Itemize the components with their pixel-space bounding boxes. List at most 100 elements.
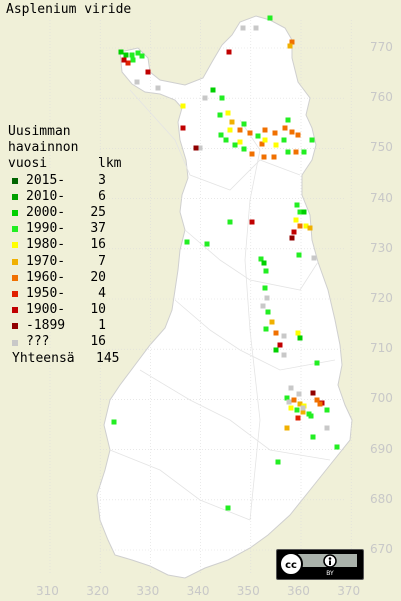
- observation-dot: [300, 405, 306, 411]
- observation-dot: [273, 347, 279, 353]
- observation-dot: [130, 57, 136, 63]
- observation-dot: [310, 390, 316, 396]
- finland-land: [96, 15, 353, 579]
- legend-header-line-3: vuosi: [8, 156, 48, 172]
- observation-dot: [309, 137, 315, 143]
- observation-dot: [295, 132, 301, 138]
- region-border: [109, 449, 251, 521]
- observation-dot: [262, 127, 268, 133]
- legend-item-count: 16: [90, 334, 106, 350]
- y-axis-label: 700: [370, 391, 393, 406]
- observation-dot: [264, 295, 270, 301]
- legend-item: 2015- 3: [8, 173, 121, 189]
- legend-item-label: 1990-: [26, 221, 66, 237]
- y-axis-label: 680: [370, 491, 393, 506]
- observation-dot: [295, 330, 301, 336]
- observation-dot: [237, 127, 243, 133]
- observation-dot: [210, 87, 216, 93]
- x-axis-label: 340: [186, 584, 210, 598]
- observation-dot: [217, 112, 223, 118]
- observation-dot: [180, 103, 186, 109]
- observation-dot: [291, 397, 297, 403]
- x-axis-label: 350: [236, 584, 260, 598]
- observation-dot: [223, 137, 229, 143]
- legend-item-count: 6: [98, 188, 106, 204]
- legend-item-label: ???: [26, 334, 50, 350]
- observation-dot: [145, 69, 151, 75]
- observation-dot: [314, 397, 320, 403]
- legend-item-label: 1900-: [26, 302, 66, 318]
- legend-swatch: [12, 291, 18, 298]
- observation-dot: [310, 434, 316, 440]
- legend-item: 1900- 10: [8, 302, 121, 318]
- legend-header: Uusimman havainnon vuosi lkm: [8, 124, 121, 173]
- y-axis-label: 740: [370, 190, 393, 205]
- observation-dot: [261, 154, 267, 160]
- legend-swatch: [12, 193, 18, 200]
- y-axis-label: 770: [370, 40, 393, 54]
- observation-dot: [287, 43, 293, 49]
- observation-dot: [288, 385, 294, 391]
- observation-dots: [111, 15, 340, 511]
- legend-item-label: 2000-: [26, 204, 66, 220]
- observation-dot: [237, 139, 243, 145]
- observation-dot: [317, 401, 323, 407]
- y-axis-label: 720: [370, 291, 393, 305]
- observation-dot: [258, 256, 264, 262]
- observation-dot: [273, 142, 279, 148]
- observation-dot: [324, 425, 330, 431]
- legend-header-line-1: Uusimman: [8, 124, 71, 139]
- observation-dot: [272, 130, 278, 136]
- observation-dot: [184, 239, 190, 245]
- legend-swatch: [12, 258, 18, 265]
- observation-dot: [225, 110, 231, 116]
- observation-dot: [281, 137, 287, 143]
- observation-dot: [311, 255, 317, 261]
- legend-swatch: [12, 274, 18, 281]
- observation-dot: [295, 415, 301, 421]
- x-axis-label: 330: [136, 584, 160, 598]
- observation-dot: [281, 333, 287, 339]
- cc-by-license-badge[interactable]: cc BY: [276, 549, 364, 580]
- legend-item: -1899 1: [8, 318, 121, 334]
- observation-dot: [180, 125, 186, 131]
- legend-item: 2010- 6: [8, 189, 121, 205]
- observation-dot: [284, 395, 290, 401]
- observation-dot: [262, 137, 268, 143]
- observation-dot: [293, 217, 299, 223]
- grid-lines: [49, 20, 352, 575]
- legend-header-line-2: havainnon: [8, 140, 79, 156]
- region-border: [239, 119, 261, 521]
- legend-item-count: 1: [98, 318, 106, 334]
- legend-item-count: 16: [90, 237, 106, 253]
- x-axis-label: 370: [337, 584, 361, 598]
- legend-item: 2000- 25: [8, 205, 121, 221]
- region-border: [184, 229, 319, 291]
- legend-item: 1970- 7: [8, 254, 121, 270]
- observation-dot: [281, 352, 287, 358]
- cc-icon: cc BY: [278, 551, 362, 578]
- observation-dot: [139, 53, 145, 59]
- region-border: [129, 89, 301, 191]
- legend-swatch: [12, 339, 18, 346]
- legend-item-label: 2015-: [26, 172, 66, 188]
- x-axis-label: 360: [287, 584, 310, 598]
- observation-dot: [296, 252, 302, 258]
- observation-dot: [294, 407, 300, 413]
- observation-dot: [123, 52, 129, 58]
- observation-dot: [247, 130, 253, 136]
- legend-item-label: 1970-: [26, 253, 66, 269]
- x-axis-label: 320: [86, 584, 110, 598]
- legend-item: 1950- 4: [8, 286, 121, 302]
- observation-dot: [288, 405, 294, 411]
- y-axis-label: 670: [370, 542, 393, 556]
- legend-item-label: 2010-: [26, 188, 66, 204]
- y-axis-label: 750: [370, 140, 393, 155]
- x-axis-label: 310: [36, 584, 59, 598]
- observation-dot: [275, 459, 281, 465]
- observation-dot: [241, 146, 247, 152]
- legend-item: ??? 16: [8, 334, 121, 350]
- cc-label: cc: [285, 560, 297, 571]
- observation-dot: [284, 425, 290, 431]
